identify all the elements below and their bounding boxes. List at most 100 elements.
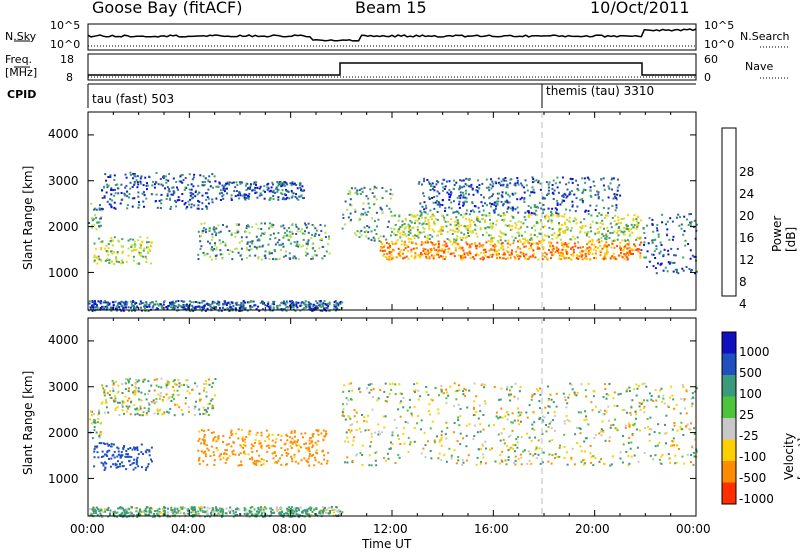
velocity-cell: [198, 463, 201, 465]
power-cell: [616, 245, 619, 248]
power-cell: [471, 187, 474, 190]
power-cell: [140, 255, 143, 258]
power-cell: [192, 185, 195, 188]
power-cell: [462, 237, 465, 239]
power-cell: [506, 183, 509, 186]
velocity-cell: [514, 444, 517, 447]
power-cell: [299, 304, 302, 307]
velocity-cell: [299, 514, 302, 517]
power-cell: [461, 186, 464, 189]
power-cell: [196, 305, 199, 308]
power-cell: [207, 202, 210, 205]
velocity-cell: [394, 383, 397, 386]
power-cell: [225, 304, 228, 306]
power-cell: [382, 235, 385, 238]
power-cell: [577, 246, 580, 249]
power-cell: [236, 231, 239, 234]
power-cell: [105, 191, 108, 194]
power-cell: [301, 185, 304, 188]
power-cell: [529, 233, 532, 236]
power-cell: [572, 220, 575, 223]
power-cell: [278, 244, 281, 247]
velocity-cell: [551, 439, 554, 442]
velocity-cell: [168, 396, 171, 399]
velocity-cell: [629, 447, 632, 450]
power-cell: [133, 306, 136, 309]
power-cell: [528, 211, 530, 214]
power-cell: [394, 224, 397, 226]
power-cell: [558, 228, 561, 231]
power-cell: [413, 215, 416, 218]
power-cell: [662, 254, 665, 257]
power-cell: [180, 300, 183, 302]
power-cell: [387, 220, 390, 223]
power-cell: [162, 303, 165, 306]
power-cell: [219, 253, 222, 256]
power-cell: [234, 248, 237, 251]
power-cell: [304, 222, 306, 225]
velocity-cell: [673, 407, 676, 410]
power-cell: [570, 247, 572, 250]
velocity-cell: [429, 450, 432, 452]
velocity-cell: [377, 433, 380, 436]
velocity-cell: [112, 453, 115, 456]
power-cell: [156, 206, 159, 209]
velocity-cell: [673, 424, 676, 427]
power-cell: [199, 174, 202, 177]
power-cell: [258, 309, 261, 312]
power-cell: [348, 189, 351, 192]
power-cell: [628, 249, 631, 252]
power-cell: [583, 177, 586, 180]
power-cell: [556, 214, 559, 217]
power-cell: [401, 220, 404, 223]
power-cell: [179, 305, 182, 307]
power-cell: [600, 214, 603, 216]
power-cell: [594, 246, 597, 249]
power-cell: [149, 302, 152, 304]
velocity-cell: [558, 455, 561, 458]
power-cell: [110, 188, 112, 191]
power-cell: [669, 217, 672, 220]
velocity-cell: [321, 506, 324, 508]
velocity-cell: [483, 386, 485, 389]
power-cell: [496, 240, 499, 243]
power-cell: [390, 258, 393, 261]
velocity-cell: [159, 511, 162, 514]
velocity-cell: [237, 428, 240, 431]
velocity-cell: [440, 434, 443, 436]
velocity-cell: [265, 507, 268, 510]
power-cell: [608, 237, 611, 240]
power-cell: [458, 200, 461, 203]
power-cell: [628, 230, 631, 233]
velocity-cell: [106, 442, 109, 445]
power-cell: [240, 305, 243, 308]
power-cell: [658, 252, 661, 255]
velocity-cell: [324, 430, 327, 433]
power-cell: [589, 194, 592, 197]
power-cell: [561, 176, 564, 179]
velocity-cell: [537, 453, 540, 456]
power-cell: [381, 211, 384, 214]
velocity-cell: [194, 511, 197, 514]
power-cell: [137, 206, 140, 209]
velocity-cell: [598, 432, 601, 435]
power-cell: [411, 215, 414, 218]
power-cell: [94, 247, 97, 250]
velocity-cell: [610, 463, 613, 466]
power-cell: [194, 195, 197, 198]
power-cell: [284, 231, 287, 234]
power-cell: [286, 306, 289, 309]
power-cell: [528, 247, 531, 250]
velocity-cell: [628, 424, 631, 427]
velocity-cell: [351, 461, 354, 464]
velocity-cell: [130, 400, 133, 403]
velocity-cell: [658, 432, 661, 435]
velocity-cell: [291, 442, 294, 445]
power-cell: [444, 248, 447, 251]
power-cell: [262, 302, 264, 305]
power-cell: [489, 196, 492, 198]
velocity-cell: [497, 417, 500, 420]
velocity-cell: [440, 390, 443, 393]
power-cell: [479, 257, 482, 260]
velocity-cell: [111, 379, 114, 382]
